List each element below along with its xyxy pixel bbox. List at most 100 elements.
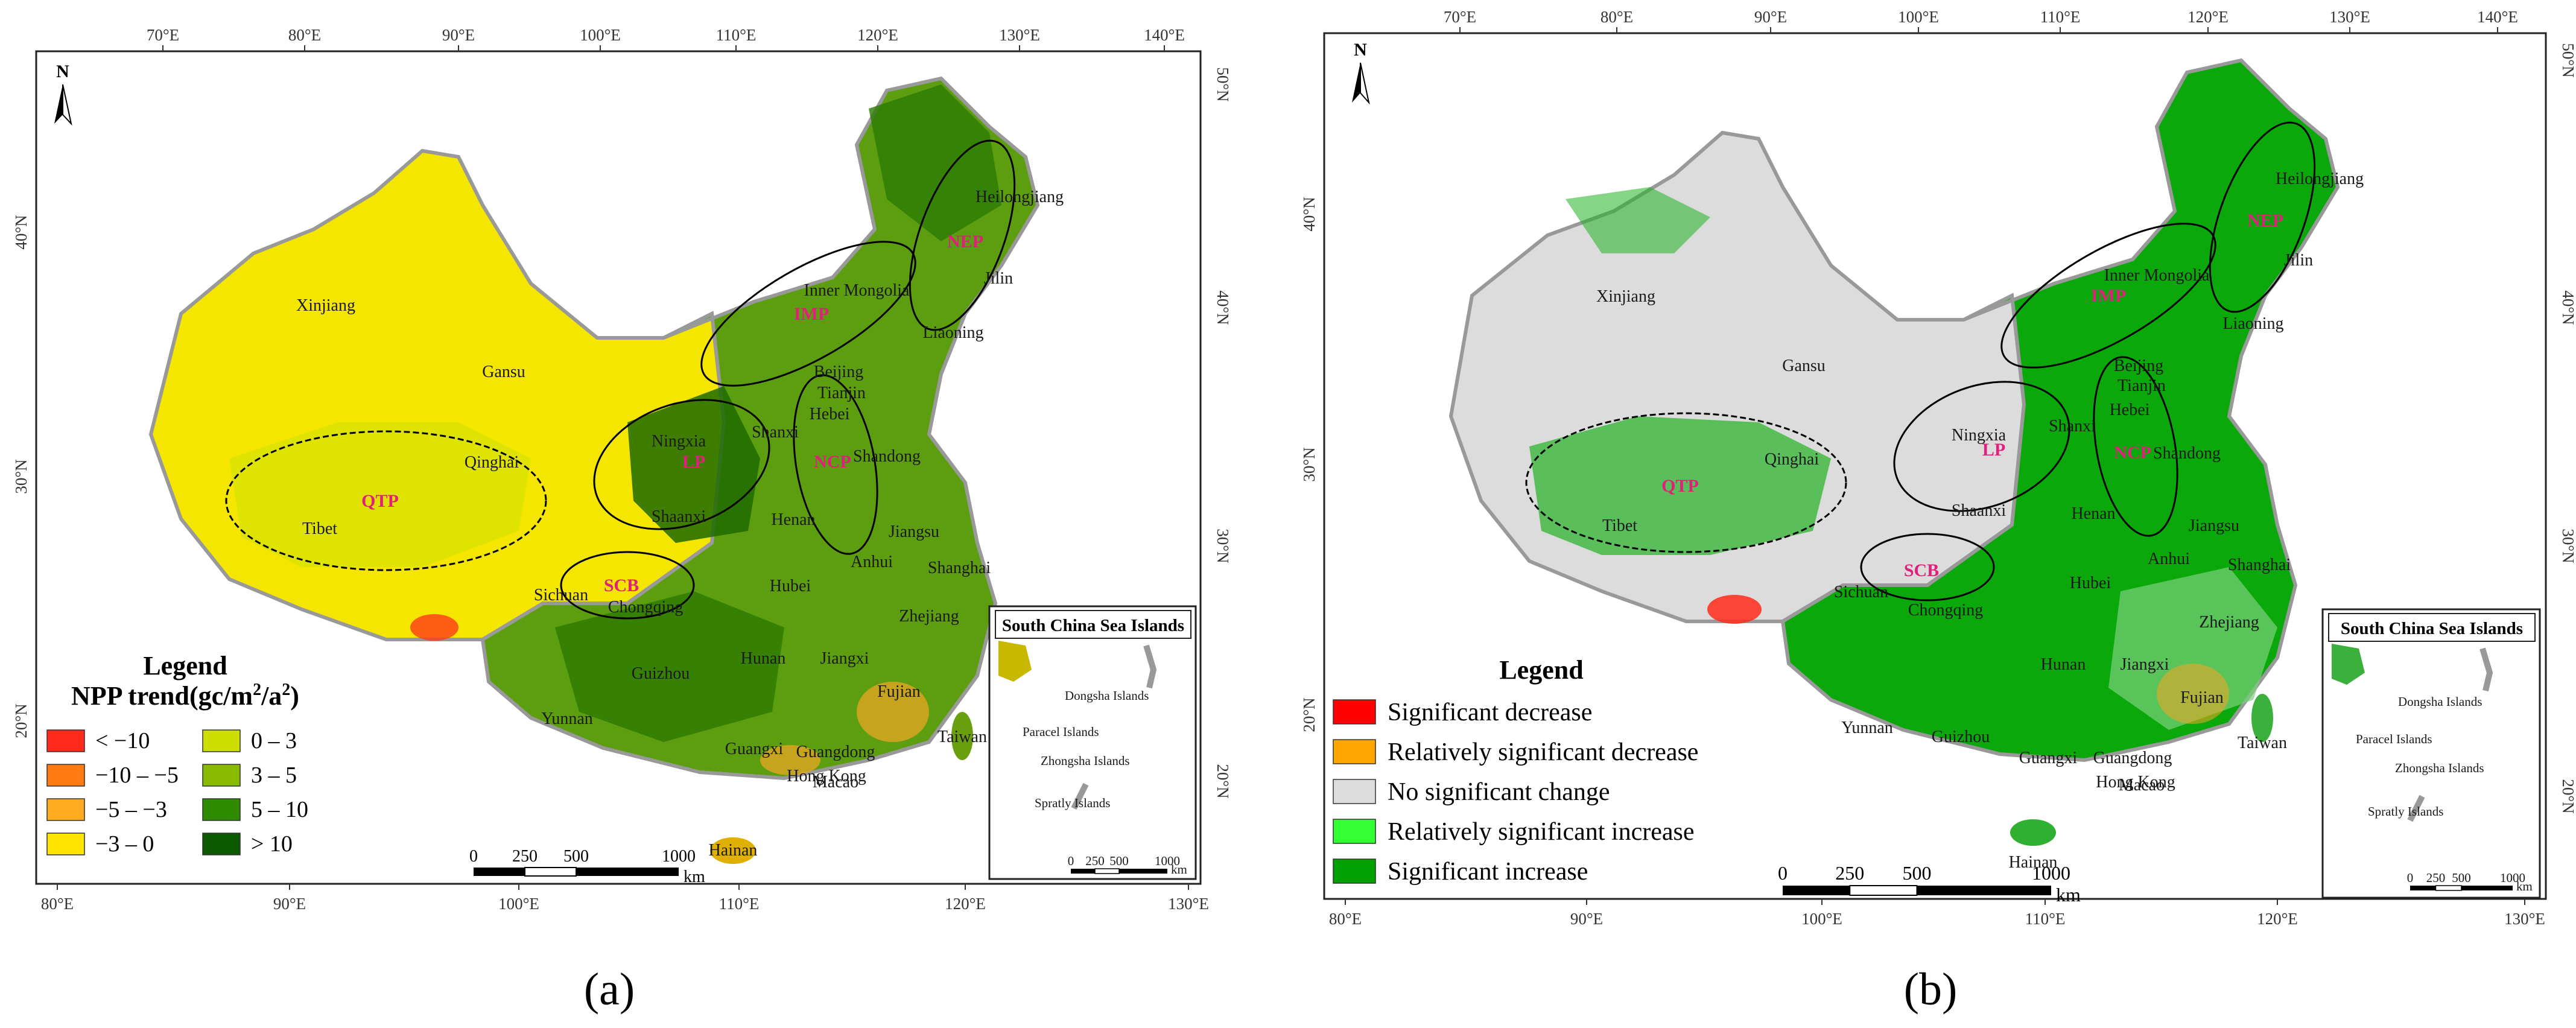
province-label: Macao [2119,776,2165,795]
province-label: Taiwan [937,728,987,746]
legend-swatch [1333,779,1376,804]
inset-island-label: Spratly Islands [2368,804,2443,819]
province-label: Ningxia [1952,426,2007,445]
province-label: Gansu [482,363,525,381]
tick-left-lat: 30°N [12,459,30,493]
inset-title: South China Sea Islands [1002,616,1184,635]
tick-top-lon: 130°E [999,26,1040,44]
inset-scale-unit: km [1171,862,1187,877]
axis-ticks: 70°E 80°E 90°E 100°E 110°E 120°E 130°E 140°E 80°… [1300,8,2576,928]
tick-top-lon: 110°E [716,26,757,44]
legend-swatch [1333,858,1376,884]
province-label: Tianjin [2118,376,2166,395]
tick-top-lon: 100°E [580,26,621,44]
legend-item-label: No significant change [1388,778,1610,806]
province-label: Hunan [2041,655,2086,674]
province-label: Henan [2071,504,2115,523]
inset-scale-label: 250 [1085,854,1105,868]
tick-top-lon: 80°E [1600,8,1633,26]
province-label: Sichuan [534,586,588,604]
inset-island-label: Paracel Islands [2356,732,2432,746]
tick-bottom-lon: 100°E [498,895,539,913]
region-ellipse-scb [1860,533,1995,601]
legend-swatch [1333,699,1376,725]
tick-top-lon: 140°E [2477,8,2518,26]
scale-bar-label: 0 [469,847,478,866]
north-label: N [56,62,69,81]
orange-patch-southeast [857,682,929,742]
scale-bar-unit: km [684,868,705,886]
province-label: Jiangxi [2121,655,2169,674]
region-label: SCB [1904,560,1939,580]
province-labels: Xinjiang Tibet Qinghai Gansu Inner Mongolia H… [1596,170,2364,872]
province-label: Fujian [2180,688,2224,707]
region-ellipse-nep [2209,121,2316,313]
province-label: Heilongjiang [976,188,1064,206]
tick-top-lon: 130°E [2329,8,2370,26]
north-arrow-icon [54,84,63,124]
red-patch-tibet [410,614,458,641]
province-label: Guangdong [796,743,875,761]
province-label: Shaanxi [652,507,706,526]
inset-scale-label: 0 [1068,854,1074,868]
province-label: Hainan [2009,853,2058,872]
significance-map: 70°E 80°E 90°E 100°E 110°E 120°E 130°E 140°E 80°… [1300,8,2576,1015]
province-label: Shanghai [928,559,991,577]
tick-bottom-lon: 80°E [41,895,74,913]
province-label: Zhejiang [2199,613,2259,632]
scale-bar-unit: km [2056,884,2081,906]
legend-swatch [202,833,241,855]
north-arrow: N [54,62,72,126]
legend-item-label: 0 – 3 [251,728,297,754]
province-label: Hunan [741,649,786,668]
landmass-east [480,76,1040,781]
province-label: Anhui [2148,550,2190,568]
tick-left-lat: 40°N [12,215,30,249]
inset-island-label: Paracel Islands [1023,725,1099,739]
legend-title: Legend [1499,655,1583,685]
tick-right-lat: 20°N [1214,764,1232,798]
legend-swatch [202,798,241,821]
province-label: Shandong [2153,444,2221,463]
tick-top-lon: 80°E [288,26,321,44]
tick-bottom-lon: 90°E [1570,910,1603,928]
region-label: NCP [2114,443,2151,463]
legend-item-label: Significant decrease [1388,699,1592,726]
legend-swatch [1333,819,1376,844]
province-label: Sichuan [1834,583,1888,601]
province-label: Beijing [814,363,863,381]
province-label: Shanxi [2049,417,2096,436]
region-ellipse-lp [593,399,770,530]
province-label: Chongqing [1908,601,1983,620]
inset-island-label: Dongsha Islands [2398,694,2482,709]
legend-swatch [46,833,85,855]
legend: Legend Significant decrease Relatively si… [1333,655,1698,886]
inset-island-label: Spratly Islands [1035,796,1110,810]
legend-item-label: −5 – −3 [95,797,167,822]
province-label: Guizhou [632,664,690,683]
province-label: Tibet [302,519,337,538]
tick-bottom-lon: 100°E [1801,910,1842,928]
region-label: NEP [947,232,983,252]
panel-a-npp-trend-map: 70°E 80°E 90°E 100°E 110°E 120°E 130°E 140°E 80°… [0,0,1237,1025]
region-label: NCP [814,452,851,472]
caption-b: (b) [1904,964,1958,1015]
province-label: Beijing [2114,357,2163,375]
tick-left-lat: 30°N [1300,447,1318,481]
province-label: Xinjiang [296,296,355,315]
axis-ticks: 70°E 80°E 90°E 100°E 110°E 120°E 130°E 140°E 80°… [12,26,1232,913]
province-label: Shanxi [752,423,799,442]
region-label: IMP [794,304,829,324]
scale-bar-label: 250 [512,847,538,866]
province-label: Hong Kong [2096,773,2175,792]
province-label: Xinjiang [1596,287,1655,306]
tick-right-lat: 40°N [2559,290,2576,325]
north-arrow: N [1352,40,1370,105]
province-label: Shandong [853,447,921,466]
hainan-island [710,837,756,864]
taiwan-island [951,712,973,760]
tick-bottom-lon: 120°E [945,895,986,913]
province-label: Macao [813,773,858,792]
inset-scale-label: 1000 [1155,854,1180,868]
region-label: LP [1982,440,2005,460]
